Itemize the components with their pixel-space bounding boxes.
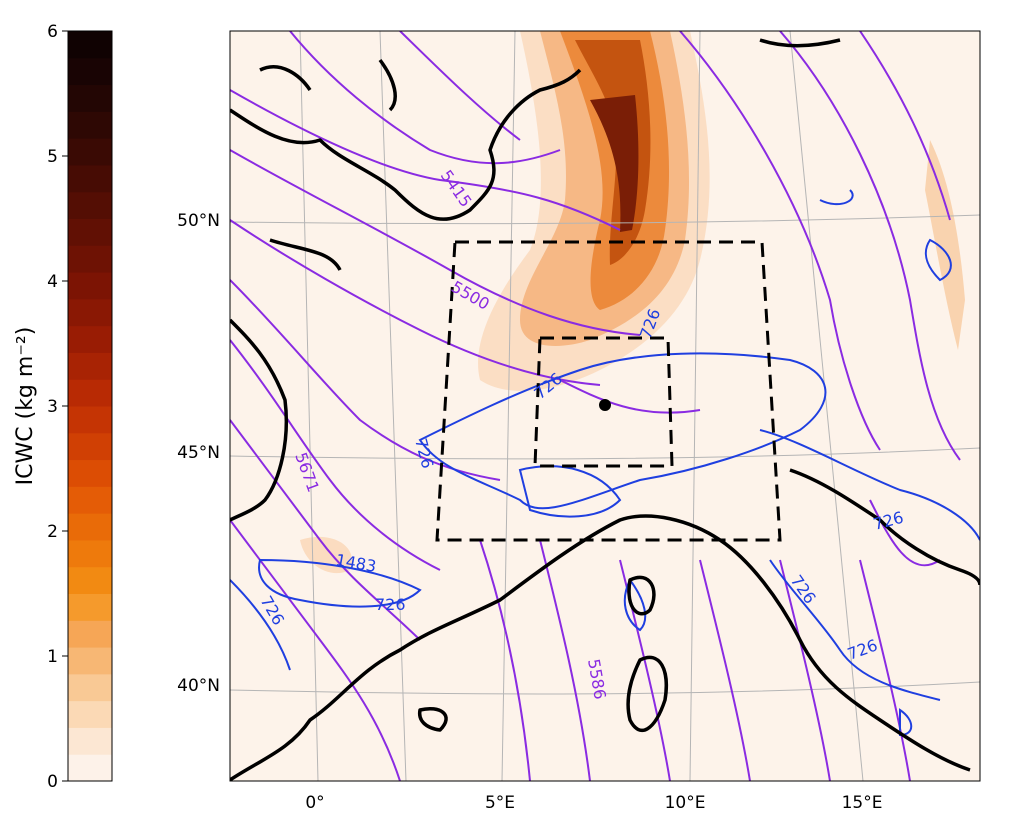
colorbar-swatch bbox=[68, 673, 112, 702]
geopotential-contours bbox=[230, 31, 961, 781]
colorbar-swatch bbox=[68, 111, 112, 139]
colorbar-swatch bbox=[68, 191, 112, 219]
colorbar-swatch bbox=[68, 218, 112, 246]
lon-label: 0° bbox=[305, 793, 324, 813]
colorbar-swatch bbox=[68, 31, 112, 59]
lon-label: 15°E bbox=[842, 793, 883, 813]
longitude-labels: 0° 5°E 10°E 15°E bbox=[305, 793, 882, 813]
colorbar-swatch bbox=[68, 486, 112, 514]
colorbar-tick-label: 4 bbox=[47, 272, 58, 292]
colorbar-swatch bbox=[68, 700, 112, 728]
colorbar-swatch bbox=[68, 513, 112, 541]
colorbar-swatch bbox=[68, 539, 112, 568]
colorbar-swatch bbox=[68, 298, 112, 327]
map-frame bbox=[229, 30, 981, 782]
graticule bbox=[230, 31, 980, 781]
domain-outer-box bbox=[435, 240, 782, 542]
colorbar-swatches bbox=[68, 31, 112, 782]
colorbar-swatch bbox=[68, 325, 112, 353]
colorbar-tick-label: 3 bbox=[47, 397, 58, 417]
terrain-contours bbox=[230, 189, 980, 737]
colorbar-swatch bbox=[68, 593, 112, 621]
contour-label: 726 bbox=[375, 595, 406, 614]
colorbar-swatch bbox=[68, 245, 112, 273]
colorbar-swatch bbox=[68, 459, 112, 487]
colorbar-swatch bbox=[68, 272, 112, 300]
colorbar-swatch bbox=[68, 754, 112, 782]
colorbar-tick-label: 2 bbox=[47, 522, 58, 542]
lon-label: 5°E bbox=[485, 793, 515, 813]
colorbar-swatch bbox=[68, 727, 112, 755]
lat-label: 40°N bbox=[177, 676, 220, 696]
lat-label: 50°N bbox=[177, 211, 220, 231]
colorbar-label: ICWC (kg m⁻²) bbox=[13, 327, 38, 486]
colorbar-swatch bbox=[68, 620, 112, 648]
colorbar-swatch bbox=[68, 432, 112, 461]
colorbar: 0 1 2 3 4 5 6 ICWC (kg m⁻²) bbox=[13, 22, 113, 792]
colorbar-swatch bbox=[68, 379, 112, 407]
colorbar-tick-label: 5 bbox=[47, 147, 58, 167]
map-plot-area: 5415 5500 5671 5586 726 726 726 726 1483… bbox=[230, 31, 980, 781]
colorbar-swatch bbox=[68, 84, 112, 112]
colorbar-swatch bbox=[68, 164, 112, 193]
colorbar-swatch bbox=[68, 352, 112, 380]
colorbar-tick-label: 1 bbox=[47, 647, 58, 667]
location-marker bbox=[599, 399, 611, 411]
coastlines bbox=[230, 38, 980, 781]
colorbar-swatch bbox=[68, 138, 112, 166]
colorbar-ticks: 0 1 2 3 4 5 6 bbox=[47, 22, 68, 792]
colorbar-tick-label: 6 bbox=[47, 22, 58, 42]
colorbar-swatch bbox=[68, 57, 112, 86]
icwc-field bbox=[300, 31, 965, 574]
colorbar-swatch bbox=[68, 647, 112, 675]
colorbar-swatch bbox=[68, 566, 112, 594]
lat-label: 45°N bbox=[177, 443, 220, 463]
colorbar-swatch bbox=[68, 406, 112, 434]
latitude-labels: 50°N 45°N 40°N bbox=[177, 211, 220, 696]
lon-label: 10°E bbox=[665, 793, 706, 813]
colorbar-tick-label: 0 bbox=[47, 772, 58, 792]
